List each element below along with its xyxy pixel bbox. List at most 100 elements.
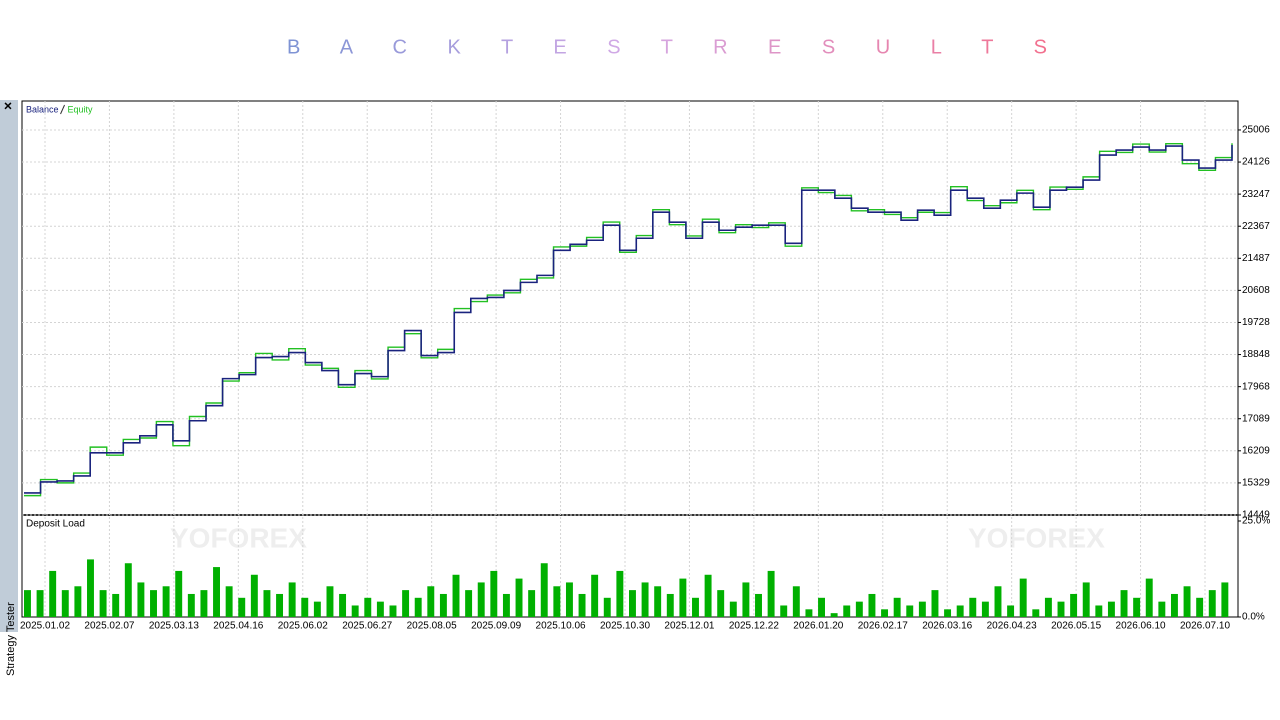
bar	[692, 597, 699, 617]
x-tick-label: 2025.04.16	[213, 621, 263, 632]
y-tick-label: 18848	[1242, 349, 1270, 360]
bar	[1221, 582, 1229, 617]
bar	[944, 609, 952, 617]
close-button[interactable]: ×	[4, 98, 12, 114]
bar	[339, 593, 347, 617]
bar	[1107, 601, 1115, 617]
bar	[1007, 605, 1015, 617]
bar	[150, 590, 157, 617]
bar	[830, 613, 838, 617]
bar	[742, 582, 750, 617]
bar	[792, 586, 800, 617]
bar	[528, 590, 536, 617]
y-tick-label: 14449	[1242, 510, 1270, 521]
bar	[99, 590, 107, 617]
bar	[87, 559, 94, 617]
bar	[881, 609, 889, 617]
bar	[124, 563, 132, 617]
bar	[162, 586, 170, 617]
x-tick-label: 2026.03.16	[922, 621, 972, 632]
bar	[200, 590, 208, 617]
bar	[376, 601, 384, 617]
y-tick-label: 24126	[1242, 157, 1270, 168]
bar	[616, 570, 624, 617]
bar	[868, 593, 876, 617]
bar	[603, 597, 611, 617]
bar	[818, 597, 825, 617]
bar	[276, 593, 284, 617]
bar	[477, 582, 485, 617]
y-tick-label: 23247	[1242, 189, 1270, 200]
bar	[843, 605, 851, 617]
x-tick-label: 2026.07.10	[1180, 621, 1230, 632]
bar	[981, 601, 989, 617]
bar	[414, 597, 422, 617]
bar	[263, 590, 271, 617]
bar	[1183, 586, 1191, 617]
bar	[402, 590, 410, 617]
bar	[679, 578, 687, 617]
bar	[1057, 601, 1065, 617]
x-tick-label: 2026.02.17	[858, 621, 908, 632]
bar	[704, 574, 712, 617]
bar	[1095, 605, 1103, 617]
bar	[1120, 590, 1128, 617]
y-tick-label: 21487	[1242, 253, 1270, 264]
bar	[74, 586, 82, 617]
bar	[540, 563, 548, 617]
bar	[654, 586, 662, 617]
y-tick-label: 22367	[1242, 221, 1270, 232]
bar	[238, 597, 246, 617]
bar	[1170, 593, 1178, 617]
bar	[1019, 578, 1027, 617]
bar	[225, 586, 233, 617]
legend-entry: Equity	[68, 104, 94, 114]
legend-entry: Balance	[26, 104, 59, 114]
bar	[1133, 597, 1141, 617]
bar	[213, 567, 220, 617]
x-tick-label: 2025.03.13	[149, 621, 199, 632]
bar	[137, 582, 145, 617]
bar	[1196, 597, 1204, 617]
x-tick-label: 2025.09.09	[471, 621, 521, 632]
bar	[994, 586, 1002, 617]
bar	[1158, 601, 1166, 617]
x-tick-label: 2025.12.22	[729, 621, 779, 632]
legend-separator	[60, 104, 65, 115]
x-tick-label: 2025.12.01	[664, 621, 714, 632]
bar	[313, 601, 321, 617]
bar	[427, 586, 435, 617]
bar	[855, 601, 863, 617]
bar	[767, 570, 775, 617]
chart-frame	[21, 100, 1239, 618]
watermark: YOFOREX	[968, 522, 1105, 553]
bar	[1032, 609, 1040, 617]
bar	[187, 593, 195, 617]
bar	[1082, 582, 1090, 617]
bar	[906, 605, 914, 617]
y-tick-label: 17089	[1242, 413, 1270, 424]
bar	[490, 570, 498, 617]
bar	[969, 597, 977, 617]
y-tick-label: 25.0%	[1242, 516, 1270, 527]
pane-title: Deposit Load	[26, 519, 85, 530]
bar	[24, 590, 31, 617]
bar	[439, 593, 447, 617]
bar	[578, 593, 586, 617]
bar	[641, 582, 649, 617]
x-tick-label: 2026.06.10	[1116, 621, 1166, 632]
y-tick-label: 19728	[1242, 317, 1270, 328]
x-tick-label: 2026.01.20	[793, 621, 843, 632]
series-line	[24, 145, 1233, 494]
panel-label: Strategy Tester	[5, 602, 17, 676]
bar	[112, 593, 120, 617]
bar	[465, 590, 473, 617]
bar	[326, 586, 334, 617]
bar	[515, 578, 523, 617]
y-tick-label: 16209	[1242, 445, 1270, 456]
bar	[956, 605, 964, 617]
page-title: B A C K T E S T R E S U L T S	[287, 36, 1047, 58]
bar	[502, 593, 510, 617]
bar	[351, 605, 359, 617]
